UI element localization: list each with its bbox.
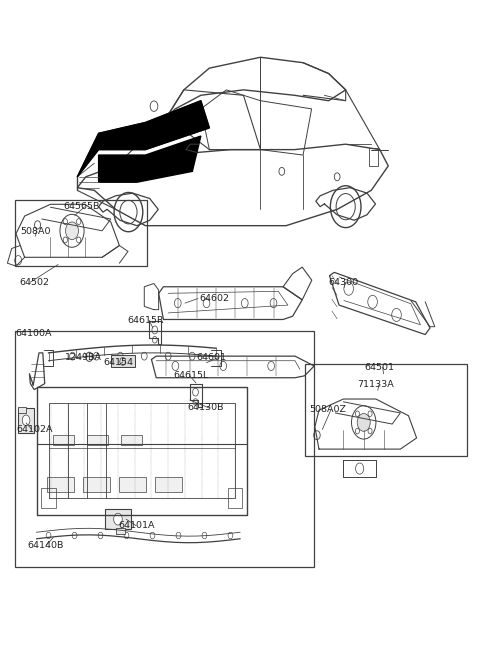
Text: 64101A: 64101A <box>118 522 155 530</box>
Bar <box>47 477 74 493</box>
Circle shape <box>114 513 122 525</box>
Text: 64601: 64601 <box>196 353 226 362</box>
Bar <box>53 435 74 445</box>
Text: 64501: 64501 <box>364 363 395 372</box>
Text: 64615R: 64615R <box>128 316 164 325</box>
Bar <box>116 527 125 534</box>
Text: 64102A: 64102A <box>16 425 53 434</box>
Polygon shape <box>77 101 209 176</box>
Circle shape <box>22 415 30 426</box>
Text: 64130B: 64130B <box>187 403 224 413</box>
Text: 1249BA: 1249BA <box>65 353 102 362</box>
Circle shape <box>120 200 137 224</box>
Bar <box>111 356 135 367</box>
Bar <box>18 407 25 413</box>
Text: 64602: 64602 <box>199 294 229 303</box>
Text: 64300: 64300 <box>328 277 359 287</box>
Bar <box>228 488 242 508</box>
Bar <box>119 477 146 493</box>
Text: 64154: 64154 <box>104 358 133 367</box>
Bar <box>41 488 56 508</box>
Bar <box>121 435 142 445</box>
Text: 64502: 64502 <box>20 277 50 287</box>
Text: 64140B: 64140B <box>27 541 63 550</box>
Bar <box>87 435 108 445</box>
Circle shape <box>357 413 370 431</box>
Bar <box>369 148 378 166</box>
Bar <box>105 509 132 529</box>
Bar <box>155 477 182 493</box>
Text: 508A0Z: 508A0Z <box>310 405 347 415</box>
Bar <box>305 364 468 456</box>
Polygon shape <box>98 136 201 182</box>
Bar <box>15 331 314 567</box>
Text: 64615L: 64615L <box>173 371 208 380</box>
Text: 508A0: 508A0 <box>20 226 50 236</box>
Bar <box>18 408 34 433</box>
Bar <box>83 477 110 493</box>
Bar <box>15 200 147 266</box>
Circle shape <box>66 222 78 239</box>
Text: 64565B: 64565B <box>63 203 99 211</box>
Circle shape <box>336 194 355 220</box>
Text: 71133A: 71133A <box>357 380 394 390</box>
Text: 64100A: 64100A <box>15 329 51 338</box>
